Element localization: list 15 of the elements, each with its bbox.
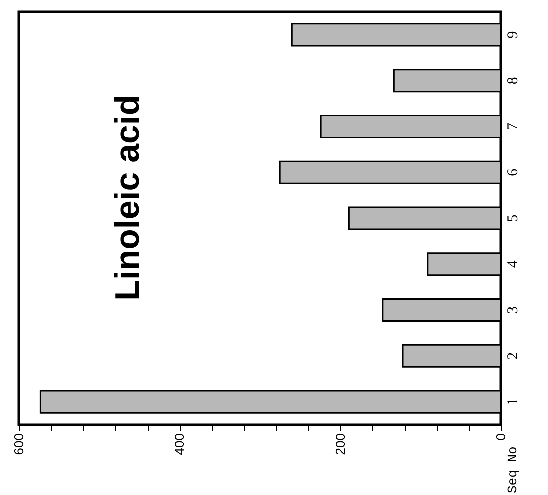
x-tick-label: 200: [332, 434, 348, 456]
y-tick-label: 1: [506, 398, 522, 406]
y-tick-label: 5: [506, 214, 522, 222]
y-tick-label: 9: [506, 31, 522, 39]
y-axis-title: Seq No: [506, 446, 520, 494]
y-tick-label: 7: [506, 122, 522, 130]
x-tick-label: 600: [12, 434, 26, 456]
x-tick-label: 400: [172, 434, 188, 456]
y-tick-label: 2: [506, 352, 522, 360]
x-tick-label: 0: [494, 434, 508, 441]
y-tick-label: 3: [506, 306, 522, 314]
y-tick-label: 8: [506, 77, 522, 85]
text: Linoleic acid: [109, 94, 147, 301]
y-tick-label: 4: [506, 260, 522, 268]
y-tick-label: 6: [506, 168, 522, 176]
